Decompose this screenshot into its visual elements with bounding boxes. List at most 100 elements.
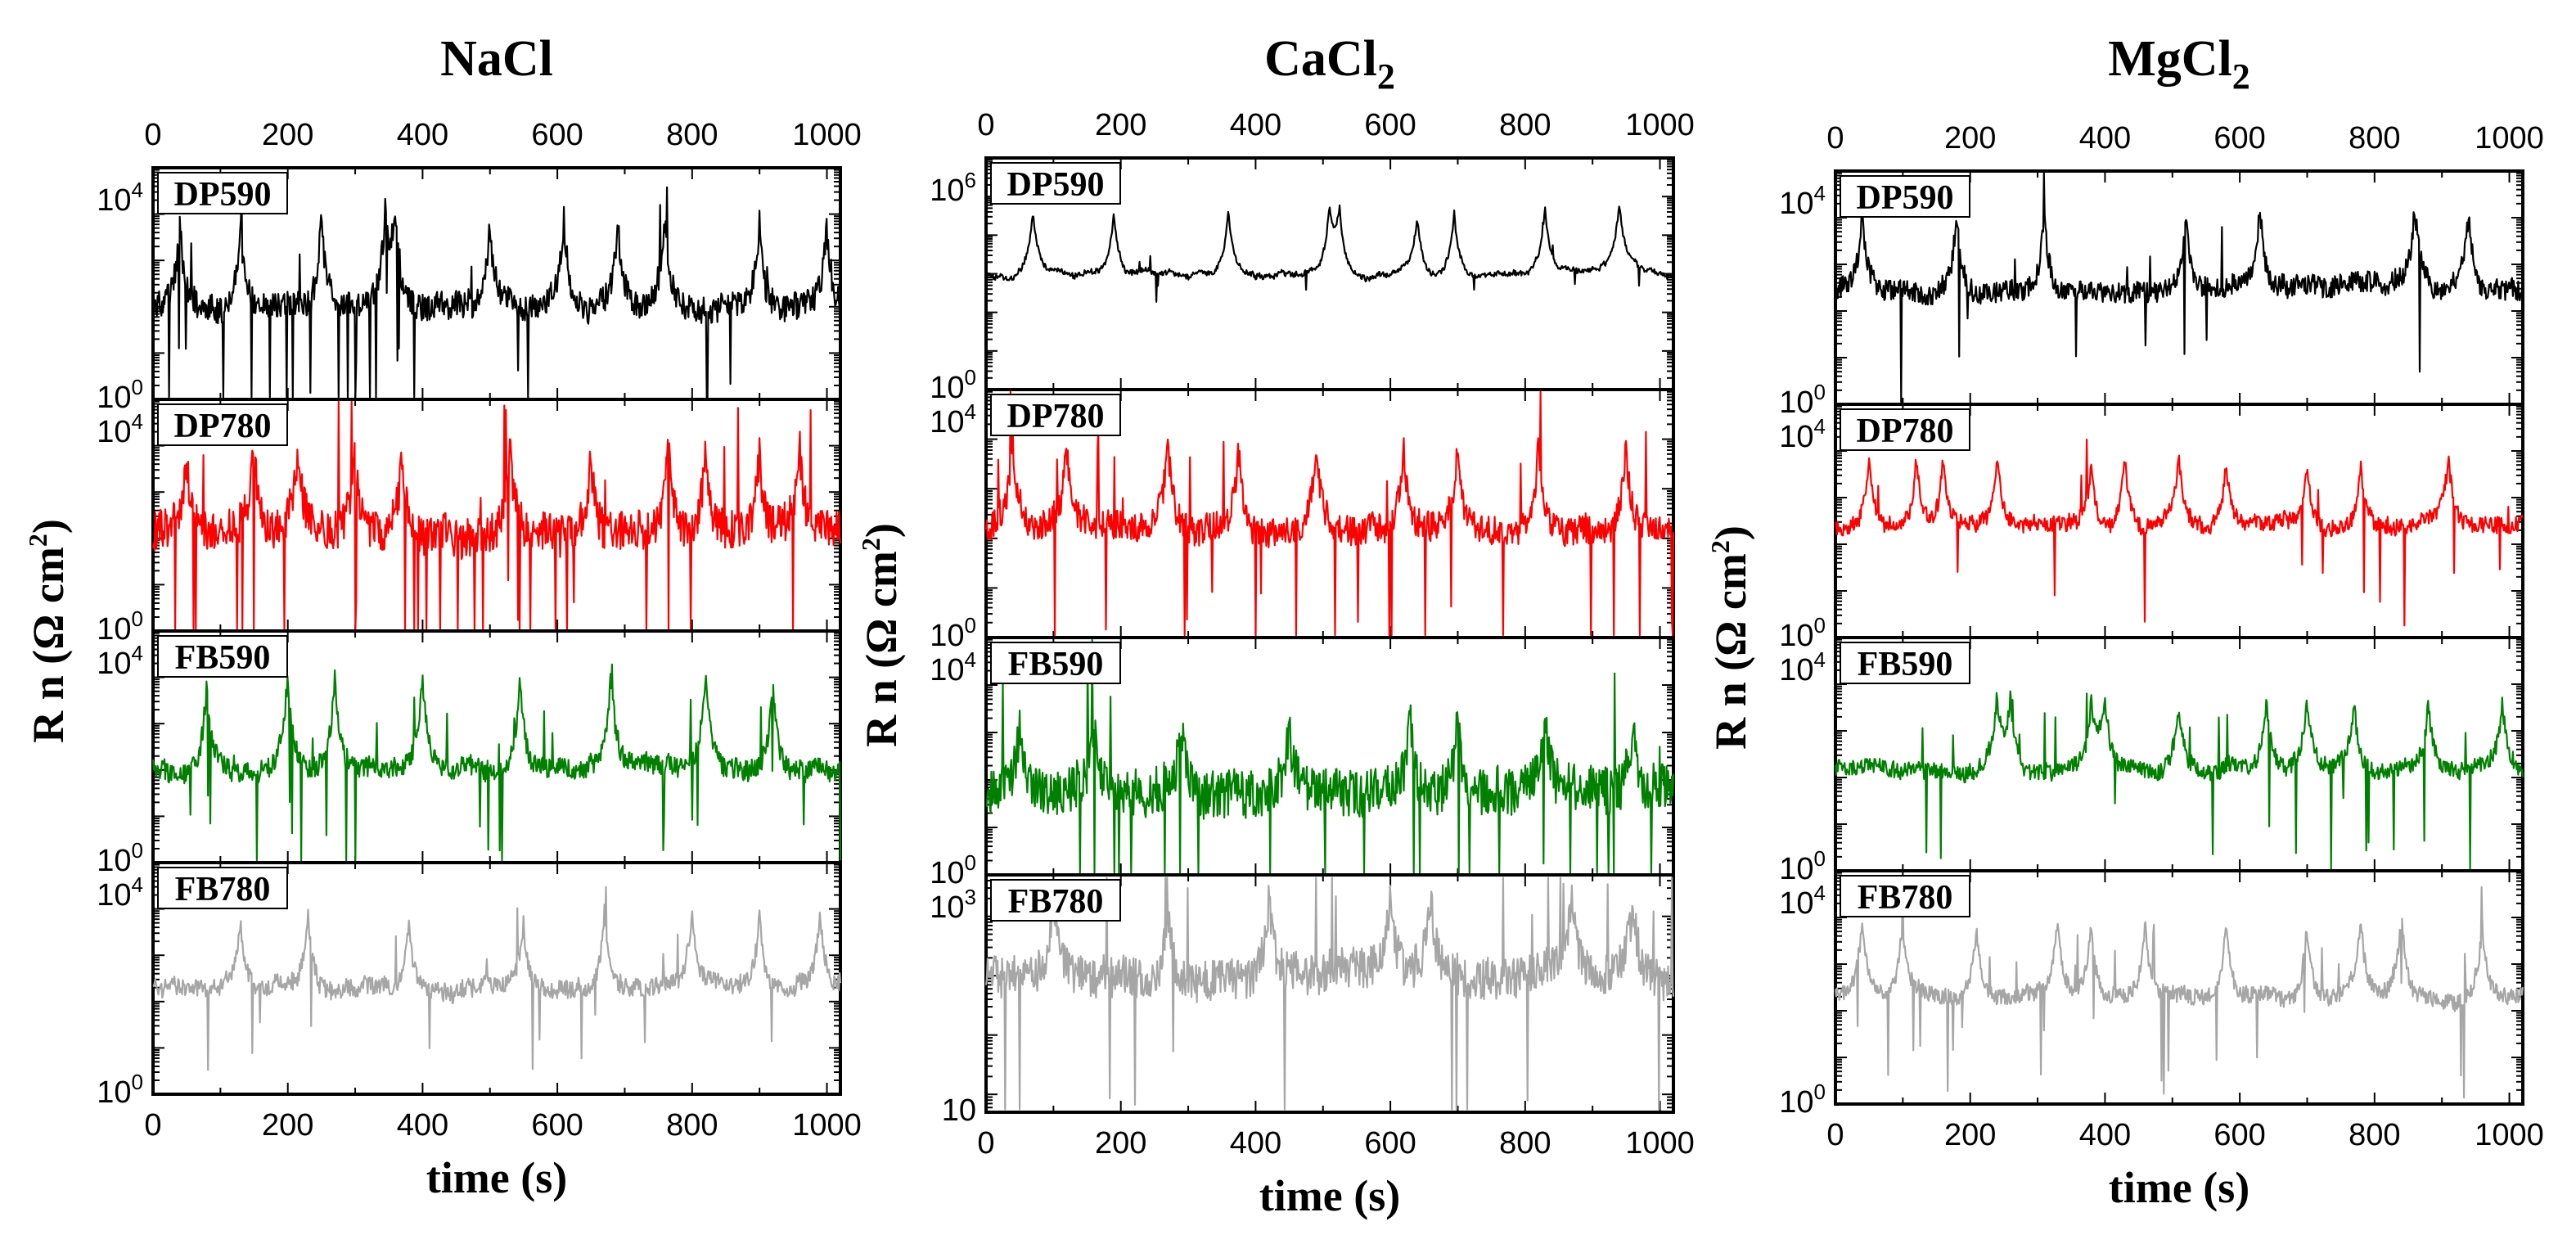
series-label: FB780: [1008, 883, 1104, 921]
panel-cacl2: CaCl2 0 0 200 200 400 400 600 600 800 800 1000 1000 t…: [856, 31, 1695, 1220]
x-tick-label-top: 0: [977, 108, 994, 142]
series-label: DP590: [1007, 166, 1105, 204]
x-tick-label-top: 800: [1499, 108, 1551, 142]
series-label: FB590: [175, 639, 271, 677]
series-label-box: DP590: [157, 172, 288, 214]
series-label: DP780: [1007, 398, 1105, 435]
series-label-box: DP780: [157, 403, 288, 446]
series-label-box: DP590: [1840, 175, 1970, 218]
y-axis-label: R n (Ω cm2): [1705, 525, 1755, 750]
panel-nacl: NaCl 0 0 200 200 400 400 600 600 800 800 1000 1000 ti…: [23, 31, 862, 1202]
x-tick-label-bottom: 0: [977, 1126, 994, 1161]
series-label-box: FB780: [990, 879, 1121, 922]
x-tick-label-top: 400: [2079, 121, 2131, 155]
series-label-box: FB590: [1840, 642, 1970, 684]
y-tick-label-top: 104: [97, 641, 143, 681]
x-tick-label-top: 600: [531, 118, 583, 152]
series-label: FB780: [1858, 879, 1953, 917]
y-tick-label-top: 104: [1779, 414, 1826, 454]
series-line-fb780: [1834, 875, 2524, 1099]
x-tick-label-bottom: 800: [1499, 1126, 1551, 1161]
x-tick-label-bottom: 600: [2213, 1118, 2265, 1152]
y-tick-label-top: 104: [1779, 181, 1826, 221]
subplot-fb780: 104 100 FB780: [1779, 869, 2524, 1120]
series-label-box: FB590: [157, 635, 288, 678]
series-label-box: DP780: [1840, 408, 1970, 451]
x-tick-label-top: 200: [1095, 108, 1146, 142]
y-tick-label-top: 104: [1779, 647, 1826, 687]
series-line-fb780: [152, 886, 842, 1071]
x-tick-label-top: 800: [2349, 121, 2400, 155]
series-label: DP780: [174, 408, 272, 445]
series-line-dp780: [1835, 438, 2524, 627]
x-axis-label: time (s): [1259, 1171, 1400, 1220]
x-tick-label-bottom: 200: [1095, 1126, 1146, 1161]
series-line-dp780: [984, 390, 1675, 637]
y-tick-label-bottom: 100: [97, 606, 143, 647]
series-line-dp590: [984, 204, 1674, 303]
y-tick-label-top: 106: [930, 168, 976, 208]
y-tick-label-top: 104: [97, 178, 143, 218]
x-tick-label-bottom: 800: [2349, 1118, 2400, 1152]
series-label-box: DP590: [990, 162, 1121, 205]
x-tick-label-top: 0: [144, 118, 161, 152]
series-line-fb590: [1834, 690, 2524, 870]
series-label-box: FB780: [1840, 875, 1970, 917]
series-label: DP780: [1857, 412, 1954, 450]
y-tick-label-top: 104: [97, 872, 143, 913]
y-axis-label: R n (Ω cm2): [23, 519, 73, 743]
x-tick-label-bottom: 200: [262, 1108, 313, 1143]
x-axis-label: time (s): [426, 1153, 567, 1202]
panel-mgcl2: MgCl2 0 0 200 200 400 400 600 600 800 800 1000 1000 t…: [1705, 31, 2544, 1212]
series-line-fb590: [985, 638, 1675, 874]
y-tick-label-bottom: 10: [942, 1093, 976, 1128]
y-tick-label-bottom: 100: [1779, 1079, 1826, 1120]
x-tick-label-top: 1000: [1625, 108, 1695, 142]
series-line-fb590: [151, 663, 842, 862]
x-tick-label-top: 200: [1944, 121, 1996, 155]
x-tick-label-bottom: 800: [666, 1108, 718, 1143]
subplot-fb780: 103 10 FB780: [930, 873, 1675, 1128]
y-tick-label-top: 104: [1779, 881, 1826, 921]
y-tick-label-top: 104: [930, 399, 976, 439]
x-tick-label-bottom: 600: [1364, 1126, 1416, 1161]
x-tick-label-bottom: 0: [1826, 1118, 1844, 1152]
y-tick-label-top: 104: [930, 647, 976, 687]
series-line-fb780: [984, 877, 1675, 1111]
x-tick-label-top: 400: [397, 118, 448, 152]
y-tick-label-bottom: 100: [97, 1070, 143, 1110]
x-tick-label-top: 1000: [792, 118, 862, 152]
panel-title: CaCl2: [1264, 31, 1395, 97]
x-tick-label-bottom: 200: [1944, 1118, 1996, 1152]
y-tick-label-top: 103: [930, 885, 976, 925]
x-tick-label-bottom: 1000: [1625, 1126, 1695, 1161]
x-tick-label-bottom: 400: [2079, 1118, 2131, 1152]
x-tick-label-top: 400: [1230, 108, 1281, 142]
series-label: FB590: [1858, 646, 1953, 683]
x-tick-label-bottom: 1000: [2475, 1118, 2544, 1152]
subplot-dp780: 104 100 DP780: [930, 388, 1675, 653]
series-label-box: FB780: [157, 867, 288, 909]
x-tick-label-top: 200: [262, 118, 313, 152]
series-label: FB780: [175, 871, 271, 908]
y-axis-label: R n (Ω cm2): [856, 523, 906, 747]
x-tick-label-bottom: 400: [397, 1108, 448, 1143]
y-tick-label-bottom: 100: [930, 613, 976, 653]
series-line-dp780: [151, 400, 842, 630]
x-tick-label-bottom: 400: [1230, 1126, 1281, 1161]
series-label: DP590: [174, 176, 272, 214]
series-label-box: FB590: [990, 642, 1121, 684]
x-tick-label-top: 600: [1364, 108, 1416, 142]
x-tick-label-top: 1000: [2475, 121, 2544, 155]
x-tick-label-top: 0: [1826, 121, 1844, 155]
x-tick-label-bottom: 0: [144, 1108, 161, 1143]
